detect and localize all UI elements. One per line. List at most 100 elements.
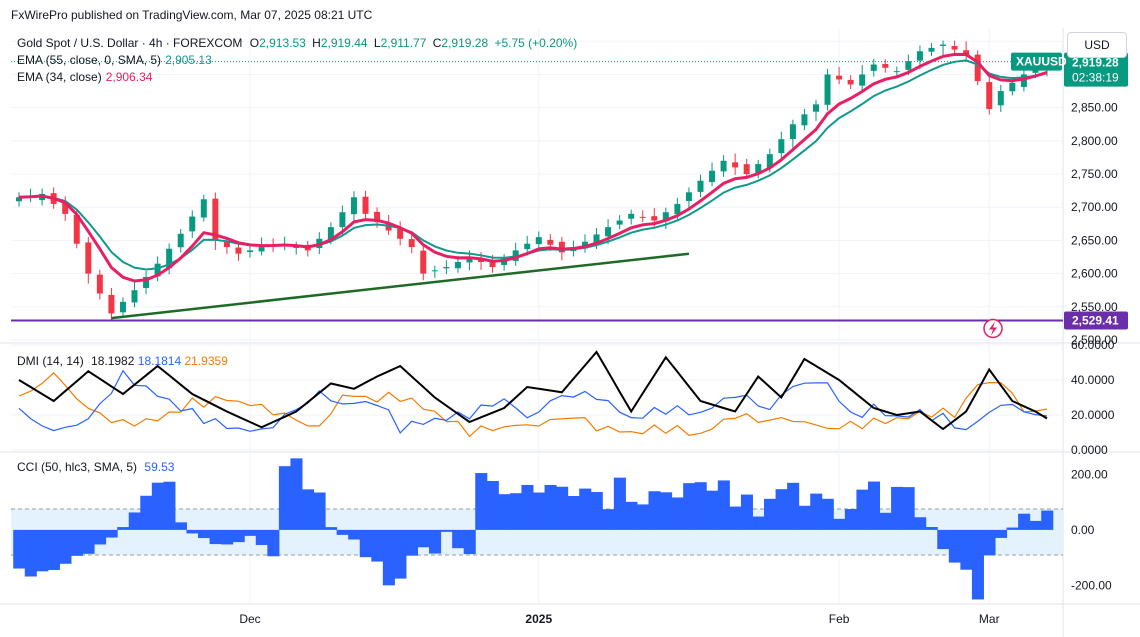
cci-bar bbox=[429, 529, 442, 554]
cci-bar bbox=[556, 486, 569, 530]
cci-bar bbox=[590, 492, 603, 530]
cci-bar bbox=[579, 488, 592, 530]
cci-tick-label: 200.00 bbox=[1071, 467, 1108, 481]
cci-bar bbox=[198, 529, 211, 539]
candle-body bbox=[374, 211, 381, 223]
countdown-label: 02:38:19 bbox=[1072, 71, 1119, 85]
cci-bar bbox=[452, 529, 465, 549]
candle-body bbox=[96, 274, 103, 294]
candle-body bbox=[1020, 74, 1027, 87]
symbol-tag bbox=[1011, 52, 1062, 71]
time-tick-label: Feb bbox=[829, 612, 850, 626]
published-header: FxWirePro published on TradingView.com, … bbox=[11, 8, 373, 22]
candle-body bbox=[997, 91, 1004, 106]
ema55-legend[interactable]: EMA (55, close, 0, SMA, 5) 2,905.13 bbox=[17, 53, 212, 67]
adx-line bbox=[18, 350, 1048, 431]
candle-body bbox=[443, 266, 450, 269]
cci-bar bbox=[660, 492, 673, 530]
diplus-value: 18.1814 bbox=[137, 354, 182, 368]
symbol-title[interactable]: Gold Spot / U.S. Dollar · 4h · FOREXCOM bbox=[17, 36, 243, 50]
candle-body bbox=[616, 220, 623, 225]
candle-body bbox=[986, 82, 993, 109]
cci-bar bbox=[163, 481, 176, 530]
cci-bar bbox=[151, 482, 164, 530]
candle-body bbox=[720, 160, 727, 172]
candle-body bbox=[951, 45, 958, 50]
candle-body bbox=[420, 250, 427, 274]
cci-bar bbox=[174, 522, 187, 530]
cci-bar bbox=[359, 529, 372, 558]
cci-bar bbox=[648, 491, 661, 530]
candle-body bbox=[166, 248, 173, 269]
candle-body bbox=[108, 294, 115, 314]
cci-bar bbox=[70, 529, 84, 556]
cci-bar bbox=[821, 498, 834, 530]
cci-bar bbox=[498, 494, 511, 530]
cci-bar bbox=[59, 529, 72, 564]
candle-body bbox=[697, 180, 704, 192]
cci-bar bbox=[752, 516, 765, 530]
candle-body bbox=[593, 234, 600, 243]
price-tick-label: 2,500.00 bbox=[1071, 333, 1118, 347]
price-tick-label: 2,750.00 bbox=[1071, 167, 1118, 181]
cci-bar bbox=[948, 529, 961, 563]
cci-bar bbox=[13, 529, 26, 569]
candle-body bbox=[812, 104, 819, 112]
cci-bar bbox=[475, 473, 488, 530]
cci-bar bbox=[602, 509, 615, 530]
cci-bar bbox=[613, 477, 626, 530]
change-value: +5.75 (+0.20%) bbox=[494, 36, 578, 50]
cci-bar bbox=[914, 517, 927, 530]
price-legend: Gold Spot / U.S. Dollar · 4h · FOREXCOM … bbox=[17, 36, 577, 50]
close-label: C bbox=[432, 36, 442, 50]
candle-body bbox=[732, 162, 739, 168]
candle-body bbox=[870, 64, 877, 71]
candle-body bbox=[524, 243, 531, 250]
candle-body bbox=[362, 196, 369, 214]
time-tick-label: 2025 bbox=[525, 612, 552, 626]
candle-body bbox=[628, 213, 635, 219]
cci-bar bbox=[1041, 510, 1054, 530]
candle-body bbox=[1032, 68, 1039, 73]
cci-bar bbox=[833, 518, 846, 530]
cci-bar bbox=[278, 466, 291, 530]
candle-body bbox=[916, 51, 923, 61]
cci-bar bbox=[405, 529, 418, 556]
candle-body bbox=[755, 164, 762, 173]
cci-bar bbox=[544, 484, 557, 530]
cci-bar bbox=[983, 529, 996, 556]
cci-bar bbox=[325, 527, 338, 530]
ema34-legend[interactable]: EMA (34, close) 2,906.34 bbox=[17, 70, 152, 84]
cci-bar bbox=[671, 497, 684, 530]
cci-bar bbox=[995, 529, 1008, 538]
cci-bar bbox=[740, 494, 753, 530]
candle-body bbox=[882, 63, 889, 68]
di-minus-line bbox=[18, 372, 1048, 438]
trendline[interactable] bbox=[111, 252, 690, 320]
cci-bar bbox=[729, 506, 742, 530]
candle-body bbox=[940, 44, 947, 46]
open-value: 2,913.53 bbox=[259, 36, 306, 50]
hline-price-marker bbox=[1064, 311, 1128, 330]
candle-body bbox=[131, 290, 138, 303]
cci-tick-label: 0.00 bbox=[1071, 523, 1095, 537]
diminus-value: 21.9359 bbox=[184, 354, 228, 368]
cci-legend[interactable]: CCI (50, hlc3, SMA, 5) 59.53 bbox=[17, 460, 174, 474]
candle-body bbox=[85, 242, 92, 274]
cci-bar bbox=[336, 529, 349, 535]
cci-bar bbox=[394, 529, 407, 579]
candle-body bbox=[327, 227, 334, 240]
cci-bar bbox=[533, 492, 546, 530]
price-tick-label: 2,700.00 bbox=[1071, 200, 1118, 214]
candle-body bbox=[200, 199, 207, 218]
currency-button[interactable]: USD bbox=[1067, 32, 1127, 58]
cci-bar bbox=[567, 496, 580, 530]
cci-bar bbox=[255, 529, 268, 545]
candle-body bbox=[177, 233, 184, 248]
cci-bar bbox=[844, 509, 857, 530]
time-tick-label: Mar bbox=[979, 612, 1000, 626]
candle-body bbox=[258, 247, 265, 252]
dmi-legend[interactable]: DMI (14, 14) 18.1982 18.1814 21.9359 bbox=[17, 354, 228, 368]
ema34-label: EMA (34, close) bbox=[17, 70, 102, 84]
